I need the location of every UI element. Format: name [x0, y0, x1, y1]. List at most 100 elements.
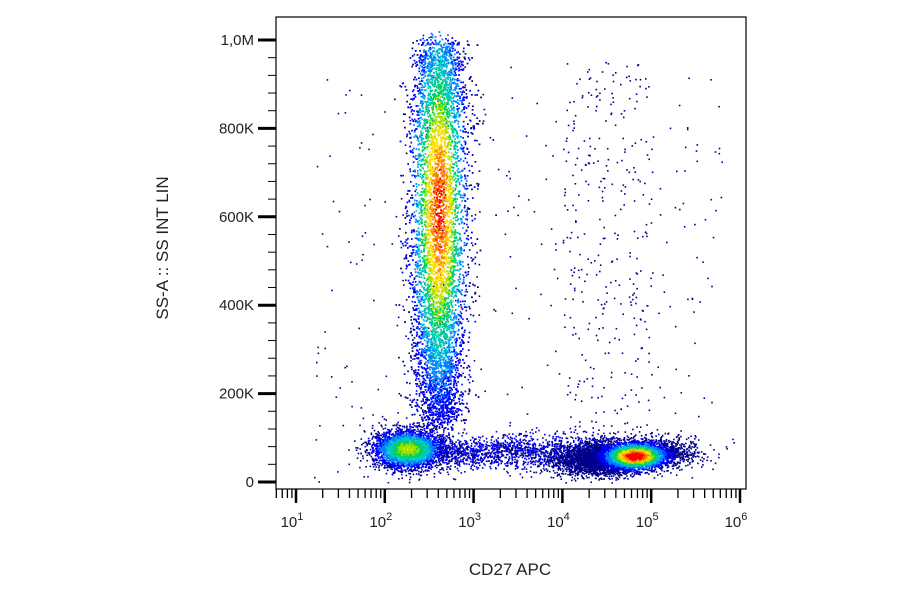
data-point — [595, 334, 598, 337]
data-point — [360, 407, 363, 409]
data-point — [329, 155, 331, 157]
data-point — [580, 400, 583, 402]
data-point — [419, 359, 422, 362]
data-point — [646, 305, 649, 307]
data-point — [569, 391, 572, 394]
data-point — [441, 46, 444, 49]
data-point — [373, 243, 375, 246]
data-point — [449, 197, 452, 200]
data-point — [569, 237, 572, 239]
data-point — [674, 325, 677, 328]
data-point — [650, 198, 653, 200]
data-point — [601, 71, 604, 73]
data-point — [342, 424, 345, 427]
data-point — [361, 235, 364, 237]
data-point — [330, 376, 333, 378]
data-point — [620, 113, 623, 115]
data-point — [602, 200, 604, 202]
data-point — [569, 101, 571, 104]
data-point — [457, 369, 459, 372]
data-point — [675, 368, 677, 371]
data-point — [718, 152, 721, 155]
data-point — [614, 433, 617, 435]
data-point — [630, 433, 633, 435]
data-point — [494, 310, 497, 312]
data-point — [421, 150, 424, 153]
data-point — [575, 209, 577, 212]
data-point — [644, 320, 646, 323]
data-point — [583, 140, 586, 142]
data-point — [587, 162, 590, 164]
data-point — [420, 300, 422, 303]
data-point — [363, 430, 366, 432]
data-point — [573, 100, 575, 103]
data-point — [613, 432, 615, 434]
data-point — [616, 238, 619, 240]
data-point — [446, 130, 448, 133]
data-point — [445, 411, 448, 414]
data-point — [662, 274, 664, 276]
data-point — [448, 432, 450, 434]
data-point — [589, 145, 592, 148]
data-point — [521, 386, 523, 389]
data-point — [410, 319, 412, 321]
data-point — [599, 92, 601, 95]
data-point — [527, 199, 530, 201]
data-point — [464, 143, 467, 146]
data-point — [515, 455, 518, 458]
data-point — [617, 234, 619, 236]
data-point — [351, 381, 353, 383]
data-point — [604, 237, 606, 240]
data-point — [446, 377, 448, 380]
data-point — [489, 136, 492, 139]
data-point — [416, 246, 419, 248]
data-point — [454, 117, 456, 119]
data-point — [423, 367, 425, 369]
data-point — [319, 425, 321, 427]
data-point — [635, 360, 637, 362]
data-point — [698, 415, 700, 418]
data-point — [444, 278, 446, 280]
data-point — [425, 122, 427, 124]
data-point — [581, 96, 584, 99]
data-point — [610, 425, 613, 427]
data-point — [360, 142, 363, 144]
data-point — [441, 355, 444, 357]
data-point — [474, 94, 476, 96]
data-point — [463, 91, 466, 93]
data-point — [416, 64, 419, 66]
data-point — [693, 311, 695, 313]
data-point — [441, 190, 443, 193]
data-point — [415, 237, 418, 240]
data-point — [610, 113, 612, 116]
data-point — [468, 381, 471, 384]
data-point — [599, 264, 602, 266]
data-point — [425, 108, 427, 110]
data-point — [434, 219, 437, 222]
data-point — [444, 338, 447, 340]
data-point — [630, 389, 633, 391]
data-point — [573, 127, 575, 129]
data-point — [424, 153, 427, 155]
data-point — [578, 194, 580, 196]
data-point — [606, 292, 608, 294]
data-point — [427, 129, 430, 131]
data-point — [564, 298, 567, 300]
data-point — [577, 236, 579, 239]
data-point — [324, 331, 326, 333]
data-point — [630, 373, 633, 375]
data-point — [477, 188, 479, 190]
data-point — [448, 73, 450, 75]
data-point — [453, 96, 455, 99]
data-point — [461, 383, 463, 386]
data-point — [451, 94, 453, 96]
data-point — [426, 375, 428, 378]
data-point — [438, 130, 441, 133]
data-point — [572, 298, 574, 301]
data-point — [600, 303, 603, 306]
data-point — [711, 401, 713, 404]
data-point — [644, 231, 647, 233]
data-point — [525, 135, 528, 137]
data-point — [456, 119, 458, 122]
